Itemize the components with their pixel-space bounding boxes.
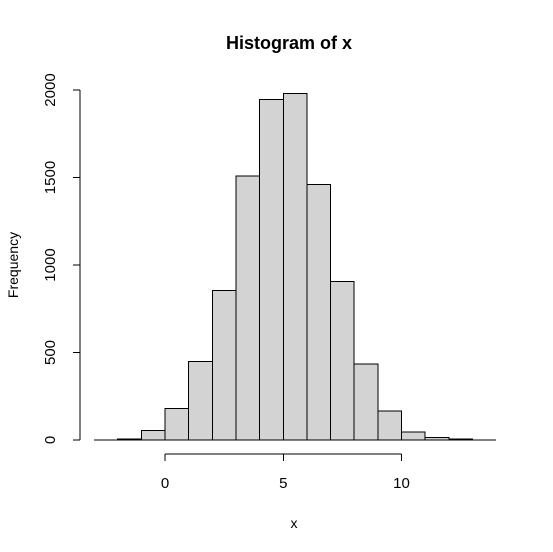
- y-axis: 0 500 1000 1500 2000: [42, 73, 81, 444]
- y-tick-label: 1500: [42, 161, 59, 194]
- x-axis-title: x: [291, 515, 298, 531]
- y-tick-label: 0: [42, 436, 59, 444]
- histogram-bar: [164, 408, 190, 441]
- histogram-bar: [353, 363, 379, 441]
- histogram-bar: [259, 99, 284, 441]
- y-tick-label: 2000: [42, 73, 59, 106]
- bars-group: [94, 93, 497, 441]
- histogram-bar: [282, 93, 308, 441]
- histogram-bar: [235, 175, 261, 441]
- y-axis-title: Frequency: [5, 232, 21, 298]
- chart-title: Histogram of x: [226, 33, 352, 53]
- x-tick-label: 10: [393, 475, 410, 492]
- histogram-bar: [377, 410, 403, 441]
- histogram-bar: [140, 429, 166, 441]
- x-tick-label: 5: [279, 475, 287, 492]
- y-tick-label: 500: [42, 340, 59, 365]
- x-axis: 0 5 10: [161, 453, 410, 492]
- histogram-bar: [211, 289, 237, 441]
- histogram-bar: [330, 281, 355, 441]
- x-tick-label: 0: [161, 475, 169, 492]
- y-tick-label: 1000: [42, 248, 59, 281]
- histogram-bar: [401, 431, 426, 441]
- histogram-bar: [188, 360, 213, 441]
- histogram-bar: [306, 184, 332, 441]
